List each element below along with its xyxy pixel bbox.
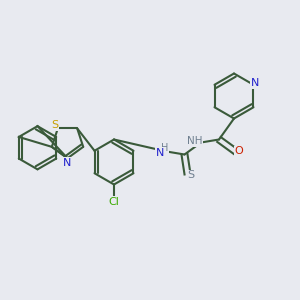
Text: N: N (251, 78, 259, 88)
Text: H: H (161, 143, 168, 153)
Text: S: S (51, 120, 58, 130)
Text: NH: NH (187, 136, 202, 146)
Text: O: O (235, 146, 244, 157)
Text: N: N (63, 158, 72, 168)
Text: Cl: Cl (109, 197, 119, 207)
Text: N: N (156, 148, 164, 158)
Text: S: S (188, 170, 195, 181)
